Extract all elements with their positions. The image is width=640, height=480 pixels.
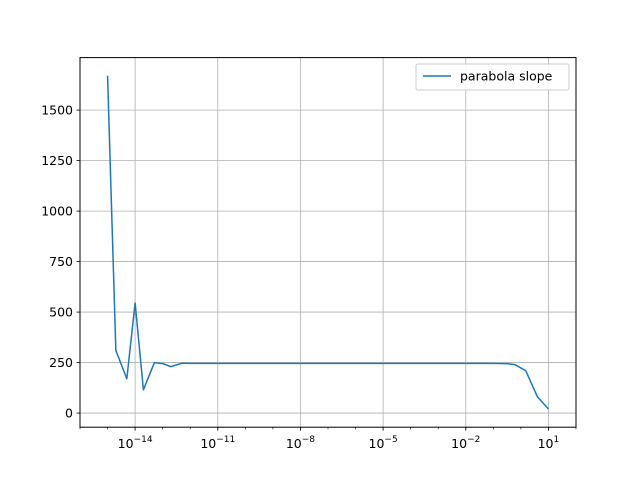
x-tick-label-exponent: 1 (554, 435, 560, 445)
y-tick-label: 1000 (41, 204, 73, 219)
x-tick-label-exponent: −14 (134, 435, 153, 445)
legend-label: parabola slope (460, 69, 553, 84)
axis-ticks: 10−14 10−11 10−8 10−5 10−2 101025050075010001… (41, 103, 577, 451)
x-tick-label-base: 10 (118, 436, 134, 451)
legend-box (415, 63, 570, 91)
x-tick-label-base: 10 (451, 436, 467, 451)
series-line-parabola-slope (106, 75, 549, 410)
gridlines (80, 57, 576, 428)
y-tick-label: 500 (49, 305, 73, 320)
x-tick-label: 10−5 (369, 435, 398, 451)
x-tick-label: 10−2 (451, 435, 480, 451)
x-tick-label-exponent: −8 (302, 435, 316, 445)
legend: parabola slope (415, 63, 570, 91)
x-tick-label: 10−14 (118, 435, 153, 451)
x-tick-label-base: 10 (200, 436, 216, 451)
x-tick-label: 101 (538, 435, 560, 451)
x-tick-label-base: 10 (286, 436, 302, 451)
x-tick-label-base: 10 (538, 436, 554, 451)
x-tick-label: 10−8 (286, 435, 315, 451)
x-tick-label-exponent: −2 (467, 435, 480, 445)
x-tick-label-exponent: −5 (384, 435, 397, 445)
y-tick-label: 1500 (41, 103, 73, 118)
y-tick-label: 1250 (41, 153, 73, 168)
series-lines (106, 75, 549, 410)
y-tick-label: 250 (49, 355, 73, 370)
x-tick-label-base: 10 (369, 436, 385, 451)
y-tick-label: 0 (65, 406, 73, 421)
x-tick-label-exponent: −11 (216, 435, 235, 445)
x-tick-label: 10−11 (200, 435, 235, 451)
y-tick-label: 750 (49, 254, 73, 269)
